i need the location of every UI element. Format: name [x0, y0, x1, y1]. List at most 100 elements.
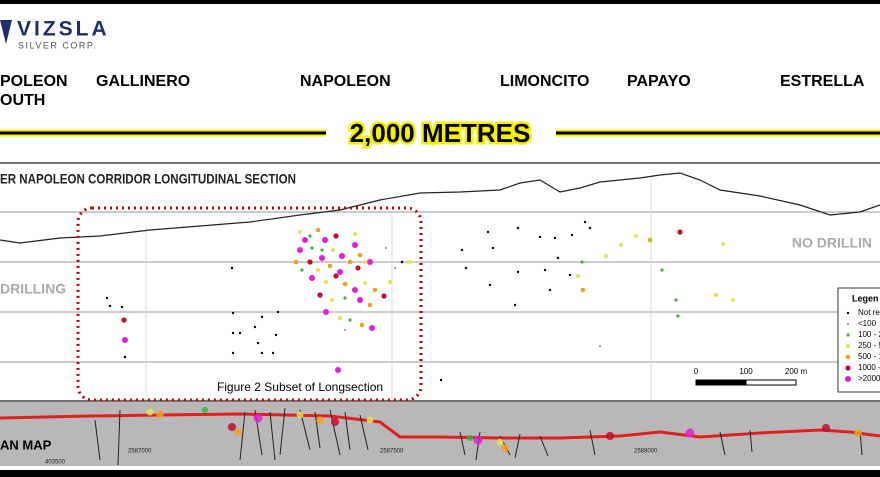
- drill-intercept: [108, 304, 112, 308]
- subset-label: Figure 2 Subset of Longsection: [217, 380, 383, 394]
- logo-name: VIZSLA: [17, 18, 110, 41]
- drill-intercept: [274, 333, 278, 337]
- legend-symbol: [845, 365, 851, 371]
- drill-intercept: [317, 292, 323, 298]
- drill-intercept: [293, 259, 299, 265]
- drill-intercept: [327, 263, 333, 269]
- drill-intercept: [231, 311, 235, 315]
- drill-intercept: [343, 328, 347, 332]
- drill-intercept: [335, 367, 341, 373]
- plan-intercept: [854, 429, 862, 437]
- drill-intercept: [588, 226, 592, 230]
- drill-intercept: [260, 351, 264, 355]
- drill-intercept: [408, 260, 412, 264]
- legend-symbol: [845, 354, 851, 360]
- drill-intercept: [105, 296, 109, 300]
- drill-trace: [269, 411, 276, 461]
- drill-trace: [719, 431, 726, 456]
- drill-trace: [279, 407, 286, 456]
- drill-intercept: [343, 296, 347, 300]
- legend-title: Legen: [852, 293, 879, 303]
- drill-intercept: [353, 232, 357, 236]
- drill-intercept: [238, 331, 242, 335]
- drill-intercept: [322, 237, 328, 243]
- drill-intercept: [342, 281, 348, 287]
- drill-trace: [539, 435, 549, 457]
- drill-intercept: [516, 226, 520, 230]
- drill-intercept: [367, 259, 373, 265]
- drill-intercept: [388, 280, 392, 284]
- drill-intercept: [276, 310, 280, 314]
- drill-intercept: [337, 269, 343, 275]
- drill-intercept: [324, 280, 328, 284]
- drill-intercept: [333, 273, 339, 279]
- drill-intercept: [323, 309, 329, 315]
- coord-label: 403500: [45, 460, 66, 466]
- drill-intercept: [333, 233, 339, 239]
- drill-trace: [314, 411, 321, 449]
- drill-intercept: [300, 268, 304, 272]
- plan-intercept: [296, 411, 304, 419]
- drill-intercept: [339, 253, 345, 259]
- plan-intercept: [316, 416, 324, 424]
- plan-intercept: [366, 416, 374, 424]
- logo-mark: [0, 20, 12, 44]
- legend-symbol: [845, 376, 851, 382]
- plan-intercept: [685, 428, 695, 438]
- drill-intercept: [363, 260, 367, 264]
- legend-label: 250 - 5: [858, 341, 880, 350]
- drill-intercept: [352, 242, 358, 248]
- drill-intercept: [393, 266, 397, 270]
- section-title: ER NAPOLEON CORRIDOR LONGITUDINAL SECTIO…: [0, 171, 296, 187]
- drill-intercept: [357, 252, 363, 258]
- drill-intercept: [676, 314, 680, 318]
- drill-intercept: [570, 233, 574, 237]
- zone-label: PAPAYO: [627, 73, 691, 90]
- drill-intercept: [543, 268, 547, 272]
- drill-trace: [239, 411, 246, 461]
- drill-intercept: [363, 281, 367, 285]
- zone-label: POLEON: [0, 73, 68, 90]
- drill-intercept: [660, 268, 664, 272]
- drill-intercept: [320, 248, 324, 252]
- plan-intercept: [330, 417, 340, 427]
- logo-subtitle: SILVER CORP.: [18, 40, 97, 50]
- drill-intercept: [302, 237, 308, 243]
- drill-intercept: [372, 287, 378, 293]
- drill-intercept: [310, 246, 314, 250]
- drill-intercept: [677, 229, 683, 235]
- scale-bar: [695, 379, 747, 386]
- drill-intercept: [634, 234, 638, 238]
- drill-intercept: [256, 341, 260, 345]
- drill-trace: [514, 433, 521, 459]
- drill-intercept: [619, 243, 623, 247]
- legend-symbol: [846, 322, 850, 326]
- drill-intercept: [120, 305, 124, 309]
- legend-label: <100: [858, 319, 877, 328]
- plan-intercept: [234, 428, 242, 436]
- drill-intercept: [369, 325, 375, 331]
- drill-intercept: [513, 303, 517, 307]
- zone-label: LIMONCITO: [500, 73, 589, 90]
- drill-intercept: [307, 259, 313, 265]
- drill-trace: [329, 409, 341, 456]
- drill-intercept: [731, 298, 735, 302]
- drill-intercept: [548, 288, 552, 292]
- scale-bar-label: 0: [694, 367, 699, 376]
- drill-intercept: [580, 287, 586, 293]
- no-drilling-label: DRILLING: [0, 281, 66, 297]
- plan-intercept: [227, 422, 237, 432]
- plan-intercept: [496, 438, 504, 446]
- plan-intercept: [605, 431, 615, 441]
- drill-intercept: [348, 318, 352, 322]
- legend-symbol: [846, 344, 850, 348]
- drill-intercept: [121, 317, 127, 323]
- legend-label: 500 - 1: [858, 352, 880, 361]
- scale-bar-label: 200 m: [785, 367, 808, 376]
- legend-symbol: [846, 311, 850, 315]
- drill-intercept: [604, 254, 608, 258]
- drill-intercept: [538, 235, 542, 239]
- drill-intercept: [330, 298, 334, 302]
- drill-intercept: [308, 234, 312, 238]
